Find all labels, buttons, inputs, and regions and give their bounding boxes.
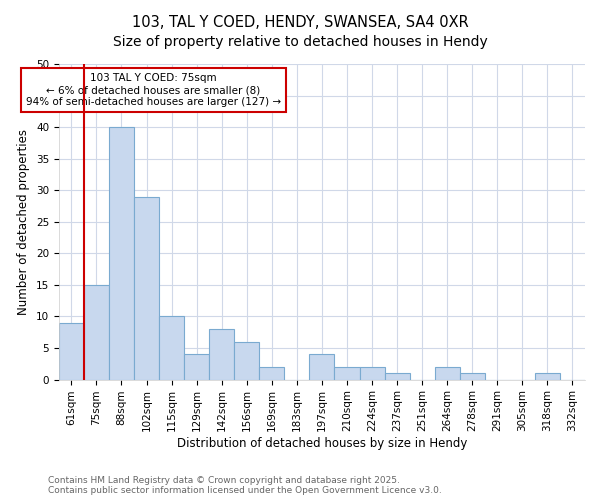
Bar [134,196,159,380]
Bar [460,374,485,380]
Bar [385,374,410,380]
Bar [209,329,234,380]
Y-axis label: Number of detached properties: Number of detached properties [17,129,31,315]
Bar [109,127,134,380]
Bar [184,354,209,380]
X-axis label: Distribution of detached houses by size in Hendy: Distribution of detached houses by size … [177,437,467,450]
Text: 103, TAL Y COED, HENDY, SWANSEA, SA4 0XR: 103, TAL Y COED, HENDY, SWANSEA, SA4 0XR [131,15,469,30]
Bar [310,354,334,380]
Bar [59,323,84,380]
Bar [535,374,560,380]
Bar [159,316,184,380]
Bar [434,367,460,380]
Text: 103 TAL Y COED: 75sqm
← 6% of detached houses are smaller (8)
94% of semi-detach: 103 TAL Y COED: 75sqm ← 6% of detached h… [26,74,281,106]
Text: Size of property relative to detached houses in Hendy: Size of property relative to detached ho… [113,35,487,49]
Bar [359,367,385,380]
Bar [84,285,109,380]
Bar [234,342,259,380]
Bar [259,367,284,380]
Bar [334,367,359,380]
Text: Contains HM Land Registry data © Crown copyright and database right 2025.
Contai: Contains HM Land Registry data © Crown c… [48,476,442,495]
